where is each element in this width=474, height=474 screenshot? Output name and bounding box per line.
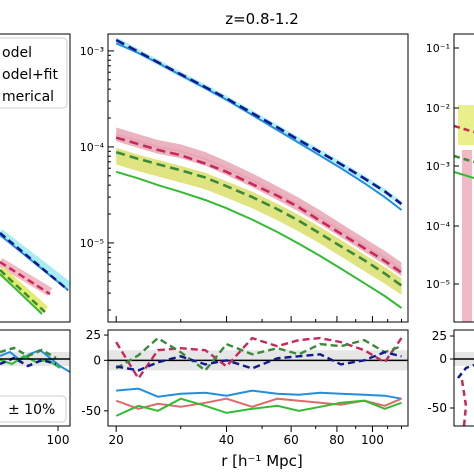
left-residual-curve-4 <box>0 356 57 368</box>
left-residual-curve-1 <box>0 348 70 373</box>
right-ytick-label: 10⁻⁴ <box>426 220 451 233</box>
center-band-yellow-series <box>116 147 402 295</box>
left-residual-frame <box>0 329 71 427</box>
center-res-darkgreen-dashed <box>115 336 402 373</box>
right-axes: 10⁻¹ 10⁻² 10⁻³ 10⁻⁴ 10⁻⁵ 25 0 -50 <box>426 42 459 415</box>
center-residual-plot: 20 40 60 80 100 25 0 -50 <box>81 328 408 447</box>
center-ytick-label: 10⁻⁵ <box>80 237 104 250</box>
left-band-legend-label: ± 10% <box>8 402 55 418</box>
center-curve-navy-dashed <box>115 38 403 205</box>
center-res-red-dashed <box>115 336 403 381</box>
left-legend-box <box>0 37 68 109</box>
left-panel: odel odel+fit merical ± 10% 100 <box>0 33 71 447</box>
left-legend-item-3: merical <box>2 89 54 105</box>
center-res-ytick-label: 25 <box>86 328 101 342</box>
center-xtick-label: 20 <box>109 433 124 447</box>
center-xtick-label: 80 <box>329 433 344 447</box>
right-ytick-label: 10⁻³ <box>426 160 450 173</box>
right-res-ytick-label: -50 <box>427 401 447 415</box>
center-res-navy-dashed <box>115 350 402 372</box>
left-band-legend-box <box>0 395 67 423</box>
right-main-frame <box>453 33 474 323</box>
center-residual-frame <box>107 329 409 427</box>
center-res-ytick-label: 0 <box>93 353 101 367</box>
left-curve-navy-dashed <box>0 232 69 291</box>
center-curve-blue <box>115 42 403 211</box>
right-residual-frame <box>453 329 474 427</box>
left-curve-teal-band <box>0 229 70 289</box>
left-curve-green <box>0 273 43 315</box>
center-ytick-label: 10⁻⁴ <box>80 141 105 154</box>
x-axis-label: r [h⁻¹ Mpc] <box>221 452 303 470</box>
left-main-frame <box>0 33 71 323</box>
center-panel-title: z=0.8-1.2 <box>225 10 299 28</box>
left-main-curves <box>0 229 70 315</box>
center-curve-pink <box>115 133 403 271</box>
right-residual-curve-1 <box>457 363 474 379</box>
left-curve-red-dashed <box>0 260 51 296</box>
right-ytick-label: 10⁻⁵ <box>426 278 450 291</box>
right-main-curves <box>454 105 474 322</box>
center-xtick-label: 60 <box>283 433 298 447</box>
left-legend-item-2: odel+fit <box>2 67 59 83</box>
left-legend-item-1: odel <box>2 45 32 61</box>
right-ytick-label: 10⁻² <box>426 102 450 115</box>
right-curve-red-dashed <box>454 124 474 134</box>
left-residual-curves <box>0 346 70 373</box>
right-res-ytick-label: 0 <box>439 352 447 366</box>
center-res-blue <box>116 387 402 400</box>
center-xtick-label: 40 <box>219 433 234 447</box>
right-residual-curve-2 <box>460 379 468 426</box>
center-panel: 10⁻³ 10⁻⁴ 10⁻⁵ 20 40 60 80 100 25 0 -50 r [h⁻¹ Mp… <box>80 33 409 470</box>
center-curve-red-dashed <box>115 136 403 274</box>
right-pink-band <box>462 150 472 322</box>
left-curve-pink-band <box>0 258 53 296</box>
right-curve-green <box>454 171 474 179</box>
center-main-frame <box>107 33 409 323</box>
center-xtick-label: 100 <box>361 433 384 447</box>
center-res-green <box>115 397 402 417</box>
right-res-ytick-label: 25 <box>432 329 447 343</box>
right-yellow-band <box>458 105 474 145</box>
center-curve-green <box>115 170 403 309</box>
center-main-plot: 10⁻³ 10⁻⁴ 10⁻⁵ <box>80 37 403 322</box>
right-residual-curves <box>454 352 474 426</box>
left-xtick-label-100: 100 <box>47 433 70 447</box>
right-curve-darkgreen-dashed <box>454 154 474 164</box>
center-ytick-label: 10⁻³ <box>80 45 104 58</box>
center-curve-darkgreen-dashed <box>115 150 403 287</box>
right-panel: 10⁻¹ 10⁻² 10⁻³ 10⁻⁴ 10⁻⁵ 25 0 -50 <box>426 33 474 427</box>
right-ytick-label: 10⁻¹ <box>426 42 450 55</box>
center-res-ytick-label: -50 <box>81 404 101 418</box>
left-residual-curve-3 <box>0 346 57 360</box>
